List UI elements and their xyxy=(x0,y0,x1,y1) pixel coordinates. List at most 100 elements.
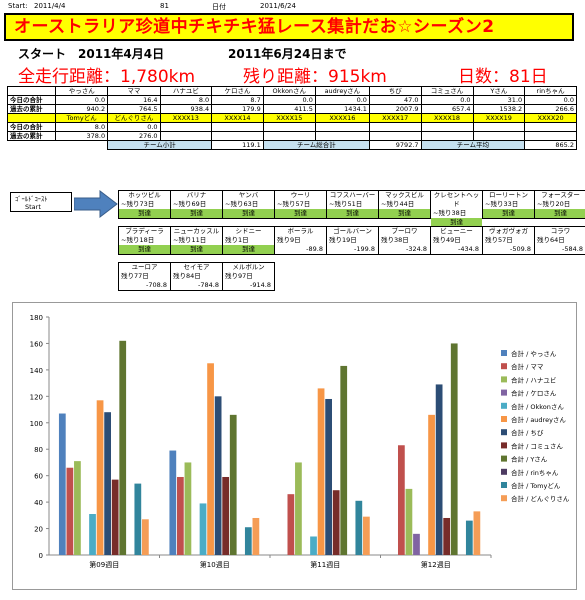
team-summary-row: チーム小計 119.1 チーム総合計 9792.7 チーム平均 865.2 xyxy=(8,140,577,150)
y-tick-label: 100 xyxy=(30,420,43,428)
start-label: スタート xyxy=(18,47,67,61)
route-stop-remaining: ~残り33日 xyxy=(485,200,519,208)
legend-swatch xyxy=(501,429,507,436)
route-stop-name: ホッツピル xyxy=(128,191,161,199)
route-stop-status: 到達 xyxy=(327,209,378,218)
route-stop: ローリートン ~残り33日 到達 xyxy=(482,190,535,219)
today-row-1-cell: 0.0 xyxy=(420,95,474,105)
route-arrow-icon xyxy=(74,190,118,218)
route-stop: メルボルン 残り97日 -914.8 xyxy=(222,262,275,291)
past-row-2-cell xyxy=(524,131,577,141)
today-row-2-cell xyxy=(472,122,526,132)
today-row-1-cell: 16.4 xyxy=(107,95,161,105)
chart-bar xyxy=(465,520,473,555)
today-row-2-label: 今日の合計 xyxy=(6,122,57,132)
route-stop: ブラディーラ ~残り18日 到達 xyxy=(118,226,171,255)
route-stop-status: 到達 xyxy=(535,209,585,218)
today-row-2-cell xyxy=(368,122,422,132)
chart-bar xyxy=(134,483,142,555)
route-stop-name: ボーラル xyxy=(287,227,314,235)
route-stop-remaining: ~残り44日 xyxy=(381,200,415,208)
y-tick-label: 60 xyxy=(34,473,43,481)
chart-bar xyxy=(428,414,435,555)
chart-bar xyxy=(317,388,325,555)
chart-bar xyxy=(443,517,451,555)
score-table: やっさん ママ ハナユビ ケロさん Okkonさん audreyさん ちび コミュさん Yさん r… xyxy=(6,86,577,150)
route-stop-status: -434.8 xyxy=(458,245,479,253)
route-stop-remaining: ~残り51日 xyxy=(329,200,363,208)
header-row-1-cell: rinちゃん xyxy=(524,86,577,96)
route-stop-remaining: 残り97日 xyxy=(225,272,253,280)
chart-bar xyxy=(169,450,177,555)
route-stop: ビューニー 残り49日 -434.8 xyxy=(430,226,483,255)
header-row-2-cell: XXXX16 xyxy=(314,113,370,123)
past-row-1-cell: 938.4 xyxy=(159,104,213,114)
y-tick-label: 120 xyxy=(30,393,43,401)
today-row-2-cell xyxy=(420,122,474,132)
route-stop: シドニー 残り1日 到達 xyxy=(222,226,275,255)
chart-bar xyxy=(74,461,81,555)
route-stop-status: 到達 xyxy=(379,209,430,218)
chart-bar xyxy=(199,503,207,555)
y-tick-label: 20 xyxy=(34,526,43,534)
chart-bar xyxy=(252,517,260,555)
legend-swatch xyxy=(501,442,507,449)
header-row-1-cell: コミュさん xyxy=(420,86,474,96)
past-row-2-cell xyxy=(159,131,213,141)
route-stop-status: -199.8 xyxy=(354,245,375,253)
route-stop-status: -89.8 xyxy=(306,245,323,253)
team-total-value: 9792.7 xyxy=(368,140,422,150)
today-row-2-cell xyxy=(262,122,316,132)
route-stop-remaining: 残り1日 xyxy=(225,236,249,244)
legend-entry: 合計 / ケロさん xyxy=(511,389,557,398)
today-row-1-cell: 31.0 xyxy=(472,95,526,105)
route-stop-name: マックスビル xyxy=(385,191,424,199)
day-count: 日数：81日 xyxy=(458,67,548,87)
legend-entry: 合計 / ママ xyxy=(511,362,544,371)
route-stop-name: ヴォガヴォガ xyxy=(489,227,528,235)
legend-entry: 合計 / Okkonさん xyxy=(511,402,564,411)
route-stop-name: クレセントヘッド xyxy=(433,191,480,208)
route-stop-name: コラワ xyxy=(550,227,571,235)
route-stop-name: バリナ xyxy=(186,191,207,199)
today-row-1-label: 今日の合計 xyxy=(6,95,57,105)
y-tick-label: 0 xyxy=(39,552,43,560)
today-row-1-cell: 0.0 xyxy=(262,95,316,105)
today-row-2-cell xyxy=(159,122,213,132)
page-title: オーストラリア珍道中チキチキ猛レース集計だお☆シーズン2 xyxy=(14,17,495,37)
chart-bar xyxy=(450,343,458,555)
chart-bar xyxy=(340,365,348,555)
past-row-2-cell xyxy=(262,131,316,141)
header-row-1-label xyxy=(6,86,57,96)
chart-bar xyxy=(207,363,214,555)
header-row-2-cell: XXXX19 xyxy=(472,113,526,123)
route-stop-remaining: 残り64日 xyxy=(537,236,565,244)
past-row-2-cell xyxy=(472,131,526,141)
route-stop-name: コフスハーバー xyxy=(329,191,376,199)
header-row-2-cell: XXXX20 xyxy=(524,113,577,123)
chart-bar xyxy=(473,511,481,555)
route-stop-status: 到達 xyxy=(119,245,170,254)
today-row-2-cell: 0.0 xyxy=(107,122,161,132)
start-date: 2011年4月4日 xyxy=(78,47,165,61)
x-tick-label: 第10週目 xyxy=(200,560,230,569)
past-row-1-cell: 411.5 xyxy=(262,104,316,114)
legend-entry: 合計 / コミュさん xyxy=(511,441,563,450)
total-distance: 全走行距離：1,780km xyxy=(18,67,196,87)
header-row-1-cell: ケロさん xyxy=(211,86,264,96)
route-stop-remaining: 残り57日 xyxy=(485,236,513,244)
header-row-1: やっさん ママ ハナユビ ケロさん Okkonさん audreyさん ちび コミュさん Yさん r… xyxy=(6,86,577,96)
route-stop: ボーラル 残り9日 -89.8 xyxy=(274,226,327,255)
header-row-2-cell: XXXX18 xyxy=(420,113,474,123)
chart-bar xyxy=(184,462,192,555)
y-tick-label: 140 xyxy=(30,367,43,375)
route-stop-status: 到達 xyxy=(483,209,534,218)
team-summary-blank xyxy=(8,141,108,150)
route-stop-remaining: ~残り38日 xyxy=(433,209,467,217)
route-stop-remaining: ~残り18日 xyxy=(121,236,155,244)
legend-swatch xyxy=(501,495,507,502)
team-average-value: 865.2 xyxy=(524,140,577,150)
day-count-meta: 81 xyxy=(160,2,169,10)
route-stop: コラワ 残り64日 -584.8 xyxy=(534,226,585,255)
route-stop-name: ニューカッスル xyxy=(173,227,220,235)
